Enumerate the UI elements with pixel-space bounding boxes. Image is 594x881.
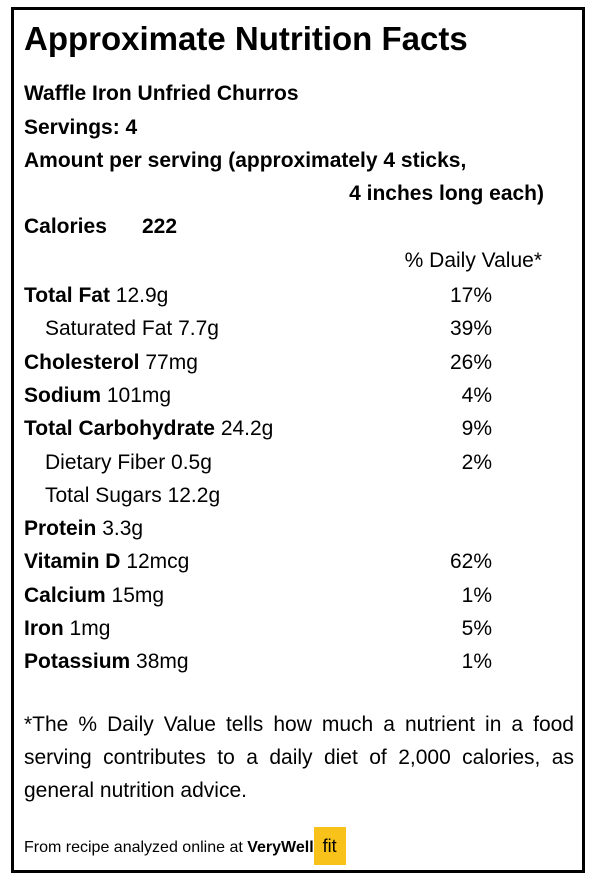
nutrient-name: Protein bbox=[24, 517, 97, 541]
nutrient-name: Cholesterol bbox=[24, 350, 140, 374]
daily-value-header: % Daily Value* bbox=[404, 249, 542, 272]
nutrient-name: Iron bbox=[24, 617, 64, 640]
nutrient-row: Protein 3.3g bbox=[24, 517, 492, 547]
brand: VeryWell bbox=[247, 839, 314, 856]
nutrient-name: Potassium bbox=[24, 650, 131, 674]
brand-badge: fit bbox=[313, 827, 346, 865]
nutrient-amount: 101mg bbox=[106, 383, 172, 407]
nutrient-amount: 12.9g bbox=[115, 284, 169, 307]
calories-label: Calories bbox=[24, 215, 107, 238]
daily-value: 5% bbox=[461, 617, 492, 640]
nutrient-amount: 12mcg bbox=[126, 550, 190, 574]
footnote: *The % Daily Value tells how much a nutr… bbox=[24, 713, 574, 802]
sub-nutrient-row: Saturated Fat 7.7g 39% bbox=[24, 317, 492, 347]
nutrient-row: Sodium 101mg 4% bbox=[24, 384, 492, 414]
nutrient-row: Calcium 15mg 1% bbox=[24, 584, 492, 614]
nutrient-row: Vitamin D 12mcg 62% bbox=[24, 550, 492, 580]
recipe-name: Waffle Iron Unfried Churros bbox=[24, 82, 299, 105]
nutrient-amount: 12.2g bbox=[167, 483, 221, 507]
sub-nutrient-row: Total Sugars 12.2g bbox=[24, 484, 492, 514]
nutrient-name: Sodium bbox=[24, 383, 101, 407]
nutrient-row: Total Carbohydrate 24.2g 9% bbox=[24, 417, 492, 447]
nutrient-name: Vitamin D bbox=[24, 550, 121, 574]
nutrient-amount: 0.5g bbox=[171, 450, 212, 474]
nutrient-name: Calcium bbox=[24, 583, 106, 607]
nutrient-amount: 38mg bbox=[136, 650, 189, 674]
nutrient-name: Total Sugars bbox=[45, 483, 162, 507]
source: From recipe analyzed online at VeryWell f… bbox=[24, 827, 346, 867]
nutrient-row: Potassium 38mg 1% bbox=[24, 650, 492, 680]
nutrient-amount: 3.3g bbox=[102, 517, 144, 541]
nutrient-name: Dietary Fiber bbox=[45, 450, 166, 474]
nutrient-amount: 15mg bbox=[111, 583, 165, 607]
servings: Servings: 4 bbox=[24, 116, 138, 139]
daily-value: 9% bbox=[461, 417, 492, 441]
daily-value: 2% bbox=[461, 450, 492, 474]
daily-value: 26% bbox=[449, 350, 492, 374]
calories-value: 222 bbox=[142, 215, 178, 238]
nutrient-name: Total Carbohydrate bbox=[24, 417, 215, 441]
nutrient-row: Total Fat 12.9g 17% bbox=[24, 284, 492, 314]
daily-value: 4% bbox=[461, 383, 492, 407]
nutrient-amount: 1mg bbox=[69, 617, 111, 640]
source-text: From recipe analyzed online at bbox=[24, 839, 243, 856]
amount-per-serving: Amount per serving (approximately 4 stic… bbox=[24, 149, 467, 172]
amount-per-serving: 4 inches long each) bbox=[349, 182, 544, 205]
daily-value: 39% bbox=[449, 317, 492, 341]
nutrient-name: Saturated Fat bbox=[45, 317, 173, 341]
nutrient-amount: 7.7g bbox=[178, 317, 219, 341]
nutrient-amount: 24.2g bbox=[220, 417, 274, 441]
nutrient-row: Cholesterol 77mg 26% bbox=[24, 351, 492, 381]
daily-value: 62% bbox=[449, 550, 492, 574]
nutrient-amount: 77mg bbox=[145, 350, 198, 374]
sub-nutrient-row: Dietary Fiber 0.5g 2% bbox=[24, 451, 492, 481]
nutrient-name: Total Fat bbox=[24, 284, 110, 307]
daily-value: 1% bbox=[461, 583, 492, 607]
daily-value: 17% bbox=[449, 284, 492, 307]
nutrient-row: Iron 1mg 5% bbox=[24, 617, 492, 647]
title: Approximate Nutrition Facts bbox=[24, 20, 468, 57]
nutrition-label: Approximate Nutrition Facts Waffle Iron … bbox=[11, 7, 585, 873]
daily-value: 1% bbox=[461, 650, 492, 674]
